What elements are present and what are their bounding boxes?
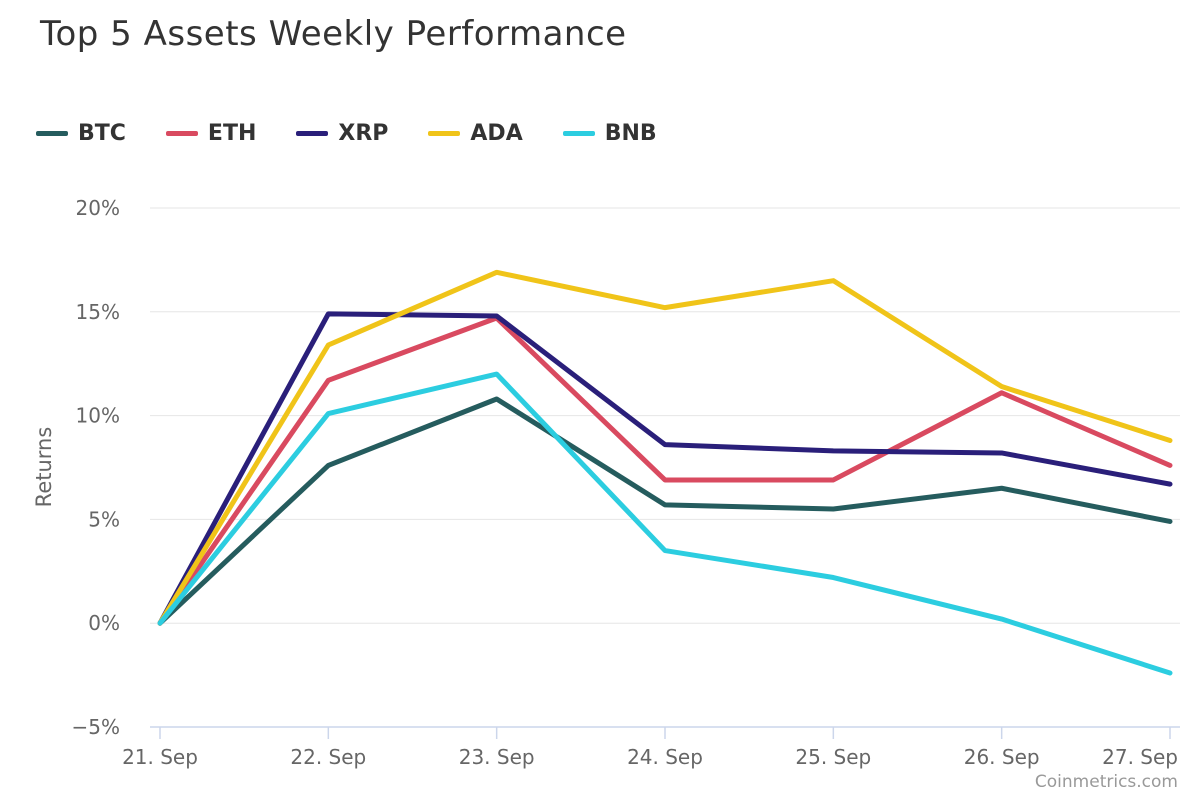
legend-item-ada[interactable]: ADA: [428, 120, 523, 146]
x-axis: 21. Sep 22. Sep 23. Sep 24. Sep 25. Sep 26. S…: [122, 726, 1180, 769]
legend-swatch: [428, 130, 461, 136]
x-tick-label: 23. Sep: [459, 745, 535, 769]
y-tick-label: −5%: [72, 715, 121, 739]
series-line-bnb[interactable]: [157, 371, 1173, 676]
x-tick-label: 27. Sep: [1102, 745, 1178, 769]
legend-label: ETH: [207, 120, 257, 146]
legend-item-eth[interactable]: ETH: [165, 120, 257, 146]
gridlines: [150, 207, 1180, 624]
y-tick-label: 10%: [76, 404, 120, 428]
legend-item-xrp[interactable]: XRP: [296, 121, 388, 146]
legend-item-bnb[interactable]: BNB: [562, 120, 657, 146]
x-tick-label: 26. Sep: [964, 745, 1040, 769]
series-line-ada[interactable]: [157, 269, 1173, 626]
y-tick-label: 20%: [76, 196, 120, 220]
credit-link[interactable]: Coinmetrics.com: [1034, 772, 1178, 792]
legend-swatch: [165, 130, 198, 136]
x-tick-label: 22. Sep: [290, 745, 366, 769]
y-tick-label: 5%: [88, 507, 120, 531]
legend-swatch: [296, 130, 329, 136]
legend-label: XRP: [338, 120, 389, 146]
x-tick-label: 25. Sep: [795, 745, 871, 769]
legend-label: BNB: [604, 120, 657, 146]
y-axis-ticks: −5% 0% 5% 10% 15% 20%: [72, 196, 121, 739]
legend-item-btc[interactable]: BTC: [36, 121, 126, 146]
x-tick-label: 24. Sep: [627, 745, 703, 769]
y-tick-label: 15%: [76, 300, 120, 324]
chart-title: Top 5 Assets Weekly Performance: [40, 14, 627, 54]
legend-label: ADA: [470, 120, 523, 146]
series-line-btc[interactable]: [157, 396, 1173, 626]
y-tick-label: 0%: [88, 611, 120, 635]
series-line-eth[interactable]: [157, 315, 1173, 626]
series-line-xrp[interactable]: [157, 311, 1173, 626]
series-lines: [157, 269, 1173, 676]
legend-label: BTC: [78, 120, 126, 146]
legend-swatch: [36, 130, 68, 136]
x-tick-label: 21. Sep: [122, 745, 198, 769]
legend: BTC ETH XRP ADA BNB: [36, 118, 697, 148]
legend-swatch: [562, 130, 595, 136]
